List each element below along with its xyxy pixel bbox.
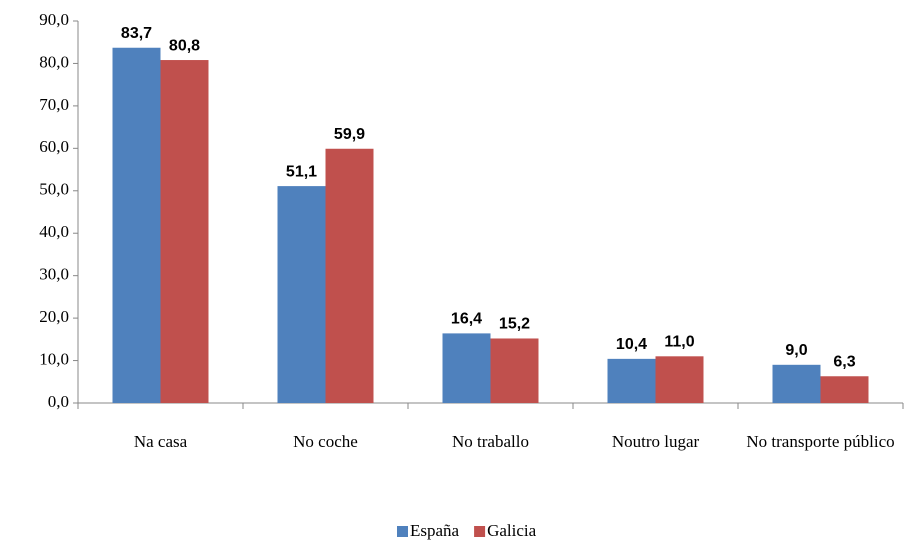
y-tick-label: 70,0 bbox=[39, 95, 69, 114]
value-label: 83,7 bbox=[121, 25, 152, 42]
legend-swatch bbox=[397, 526, 408, 537]
bar bbox=[277, 186, 326, 403]
y-tick-label: 60,0 bbox=[39, 137, 69, 156]
bar bbox=[820, 376, 869, 403]
bar bbox=[607, 358, 656, 403]
value-label: 11,0 bbox=[664, 334, 694, 351]
bar bbox=[325, 148, 374, 403]
bar bbox=[442, 333, 491, 403]
x-tick-label: No traballo bbox=[452, 432, 529, 451]
y-tick-label: 50,0 bbox=[39, 180, 69, 199]
y-tick-label: 80,0 bbox=[39, 52, 69, 71]
legend-label: Galicia bbox=[487, 521, 537, 540]
legend-label: España bbox=[410, 521, 460, 540]
x-tick-label: Na casa bbox=[133, 432, 188, 451]
value-label: 16,4 bbox=[451, 311, 482, 328]
y-tick-label: 20,0 bbox=[39, 307, 69, 326]
bar bbox=[772, 364, 821, 403]
bar bbox=[655, 356, 704, 403]
y-tick-label: 90,0 bbox=[39, 10, 69, 29]
x-tick-label: No transporte público bbox=[746, 432, 895, 451]
legend-swatch bbox=[474, 526, 486, 537]
bar bbox=[160, 60, 209, 403]
y-tick-label: 30,0 bbox=[39, 265, 69, 284]
value-label: 10,4 bbox=[616, 336, 647, 353]
value-label: 80,8 bbox=[169, 37, 200, 54]
value-label: 6,3 bbox=[833, 353, 855, 370]
value-label: 51,1 bbox=[286, 163, 317, 180]
value-label: 15,2 bbox=[499, 316, 530, 333]
bar bbox=[112, 47, 161, 404]
bar bbox=[490, 338, 539, 403]
x-tick-label: Noutro lugar bbox=[611, 432, 700, 451]
x-tick-label: No coche bbox=[293, 432, 358, 451]
value-label: 9,0 bbox=[785, 342, 807, 359]
y-tick-label: 10,0 bbox=[39, 349, 69, 368]
y-tick-label: 40,0 bbox=[39, 222, 69, 241]
y-tick-label: 0,0 bbox=[48, 392, 69, 411]
value-label: 59,9 bbox=[334, 126, 365, 143]
